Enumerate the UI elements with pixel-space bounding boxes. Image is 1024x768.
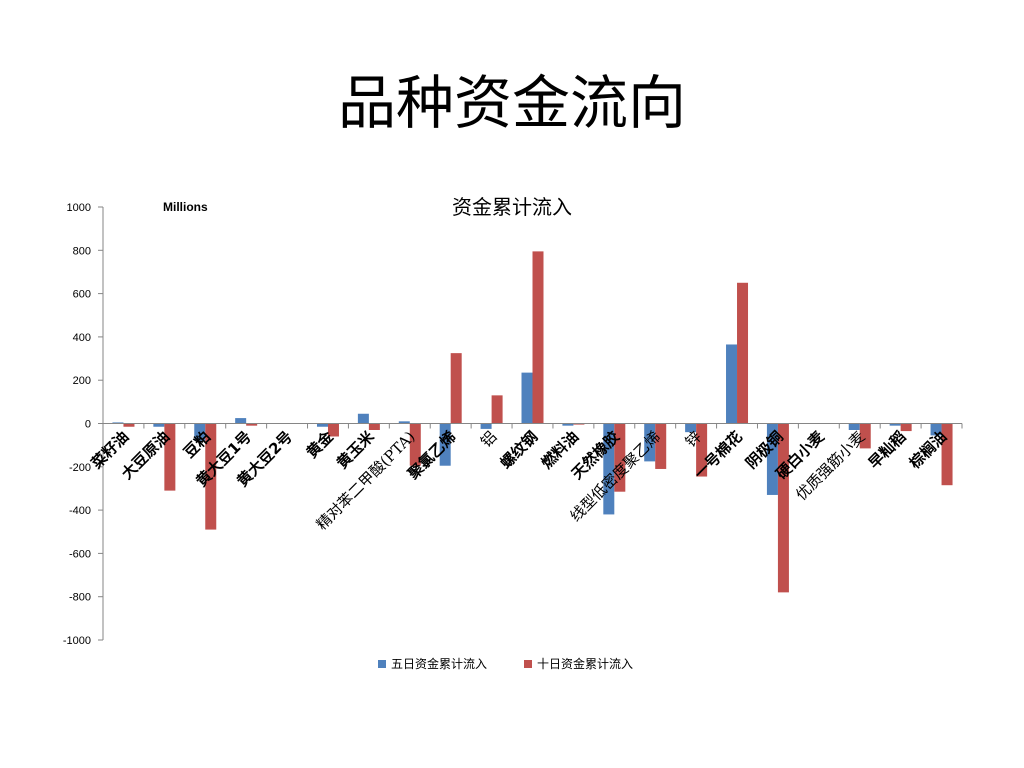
bar-ten-day — [450, 353, 462, 424]
y-axis: 1000 800 600 400 200 0 -200 -400 -600 -800 -1000 — [63, 202, 104, 647]
bar-ten-day — [941, 423, 953, 486]
units-label: Millions — [163, 200, 208, 214]
bar-five-day — [194, 423, 206, 441]
bar-five-day — [439, 423, 451, 466]
bar-ten-day — [327, 423, 339, 437]
y-tick-label: -600 — [69, 548, 91, 560]
bar-ten-day — [164, 423, 176, 491]
category-label: 铝 — [477, 428, 500, 451]
x-axis — [102, 423, 963, 429]
bar-five-day — [357, 413, 369, 424]
category-label: 早籼稻 — [865, 428, 910, 473]
y-tick-label: 600 — [73, 289, 91, 301]
bar-five-day — [153, 423, 165, 427]
legend: 五日资金累计流入 十日资金累计流入 — [378, 656, 633, 671]
bar-ten-day — [859, 423, 871, 449]
bar-ten-day — [777, 423, 789, 593]
slide-title: 品种资金流向 — [337, 69, 686, 137]
bar-five-day — [316, 423, 328, 427]
bar-five-day — [766, 423, 778, 495]
bar-five-day — [398, 421, 410, 424]
bar-ten-day — [573, 423, 585, 425]
y-tick-label: 400 — [73, 332, 91, 344]
category-label: 螺纹钢 — [497, 428, 542, 473]
bar-ten-day — [491, 395, 503, 424]
bar-five-day — [603, 423, 615, 515]
bar-ten-day — [368, 423, 380, 430]
bar-five-day — [930, 423, 942, 436]
bar-five-day — [562, 423, 574, 426]
bar-five-day — [521, 372, 533, 424]
bar-ten-day — [655, 423, 667, 469]
bar-five-day — [235, 418, 247, 424]
chart-title: 资金累计流入 — [452, 195, 572, 219]
y-tick-label: 800 — [73, 245, 91, 257]
bar-five-day — [112, 422, 124, 424]
y-tick-label: 0 — [85, 419, 91, 431]
bar-ten-day — [123, 423, 135, 427]
legend-label: 十日资金累计流入 — [537, 656, 633, 671]
category-labels: 菜籽油大豆原油 豆粕黄大豆1号黄大豆2号 黄金黄玉米精对苯二甲酸(PTA)聚氯乙烯铝… — [87, 427, 950, 534]
bar-five-day — [726, 344, 738, 424]
y-tick-label: -800 — [69, 592, 91, 604]
bar-ten-day — [614, 423, 626, 492]
bar-five-day — [480, 423, 492, 429]
bar-ten-day — [737, 282, 749, 424]
y-tick-label: 200 — [73, 375, 91, 387]
y-tick-label: 1000 — [67, 202, 91, 214]
y-tick-label: -400 — [69, 505, 91, 517]
legend-label: 五日资金累计流入 — [391, 656, 487, 671]
legend-swatch — [378, 660, 386, 668]
bar-ten-day — [696, 423, 708, 477]
bars — [112, 251, 953, 593]
bar-ten-day — [205, 423, 217, 530]
bar-ten-day — [532, 251, 544, 424]
y-tick-label: -200 — [69, 462, 91, 474]
bar-ten-day — [246, 423, 258, 426]
bar-ten-day — [409, 423, 421, 466]
y-tick-label: -1000 — [63, 635, 91, 647]
bar-five-day — [644, 423, 656, 462]
legend-swatch — [524, 660, 532, 668]
bar-five-day — [685, 423, 697, 433]
bar-five-day — [889, 423, 901, 426]
bar-ten-day — [900, 423, 912, 432]
bar-five-day — [848, 423, 860, 430]
